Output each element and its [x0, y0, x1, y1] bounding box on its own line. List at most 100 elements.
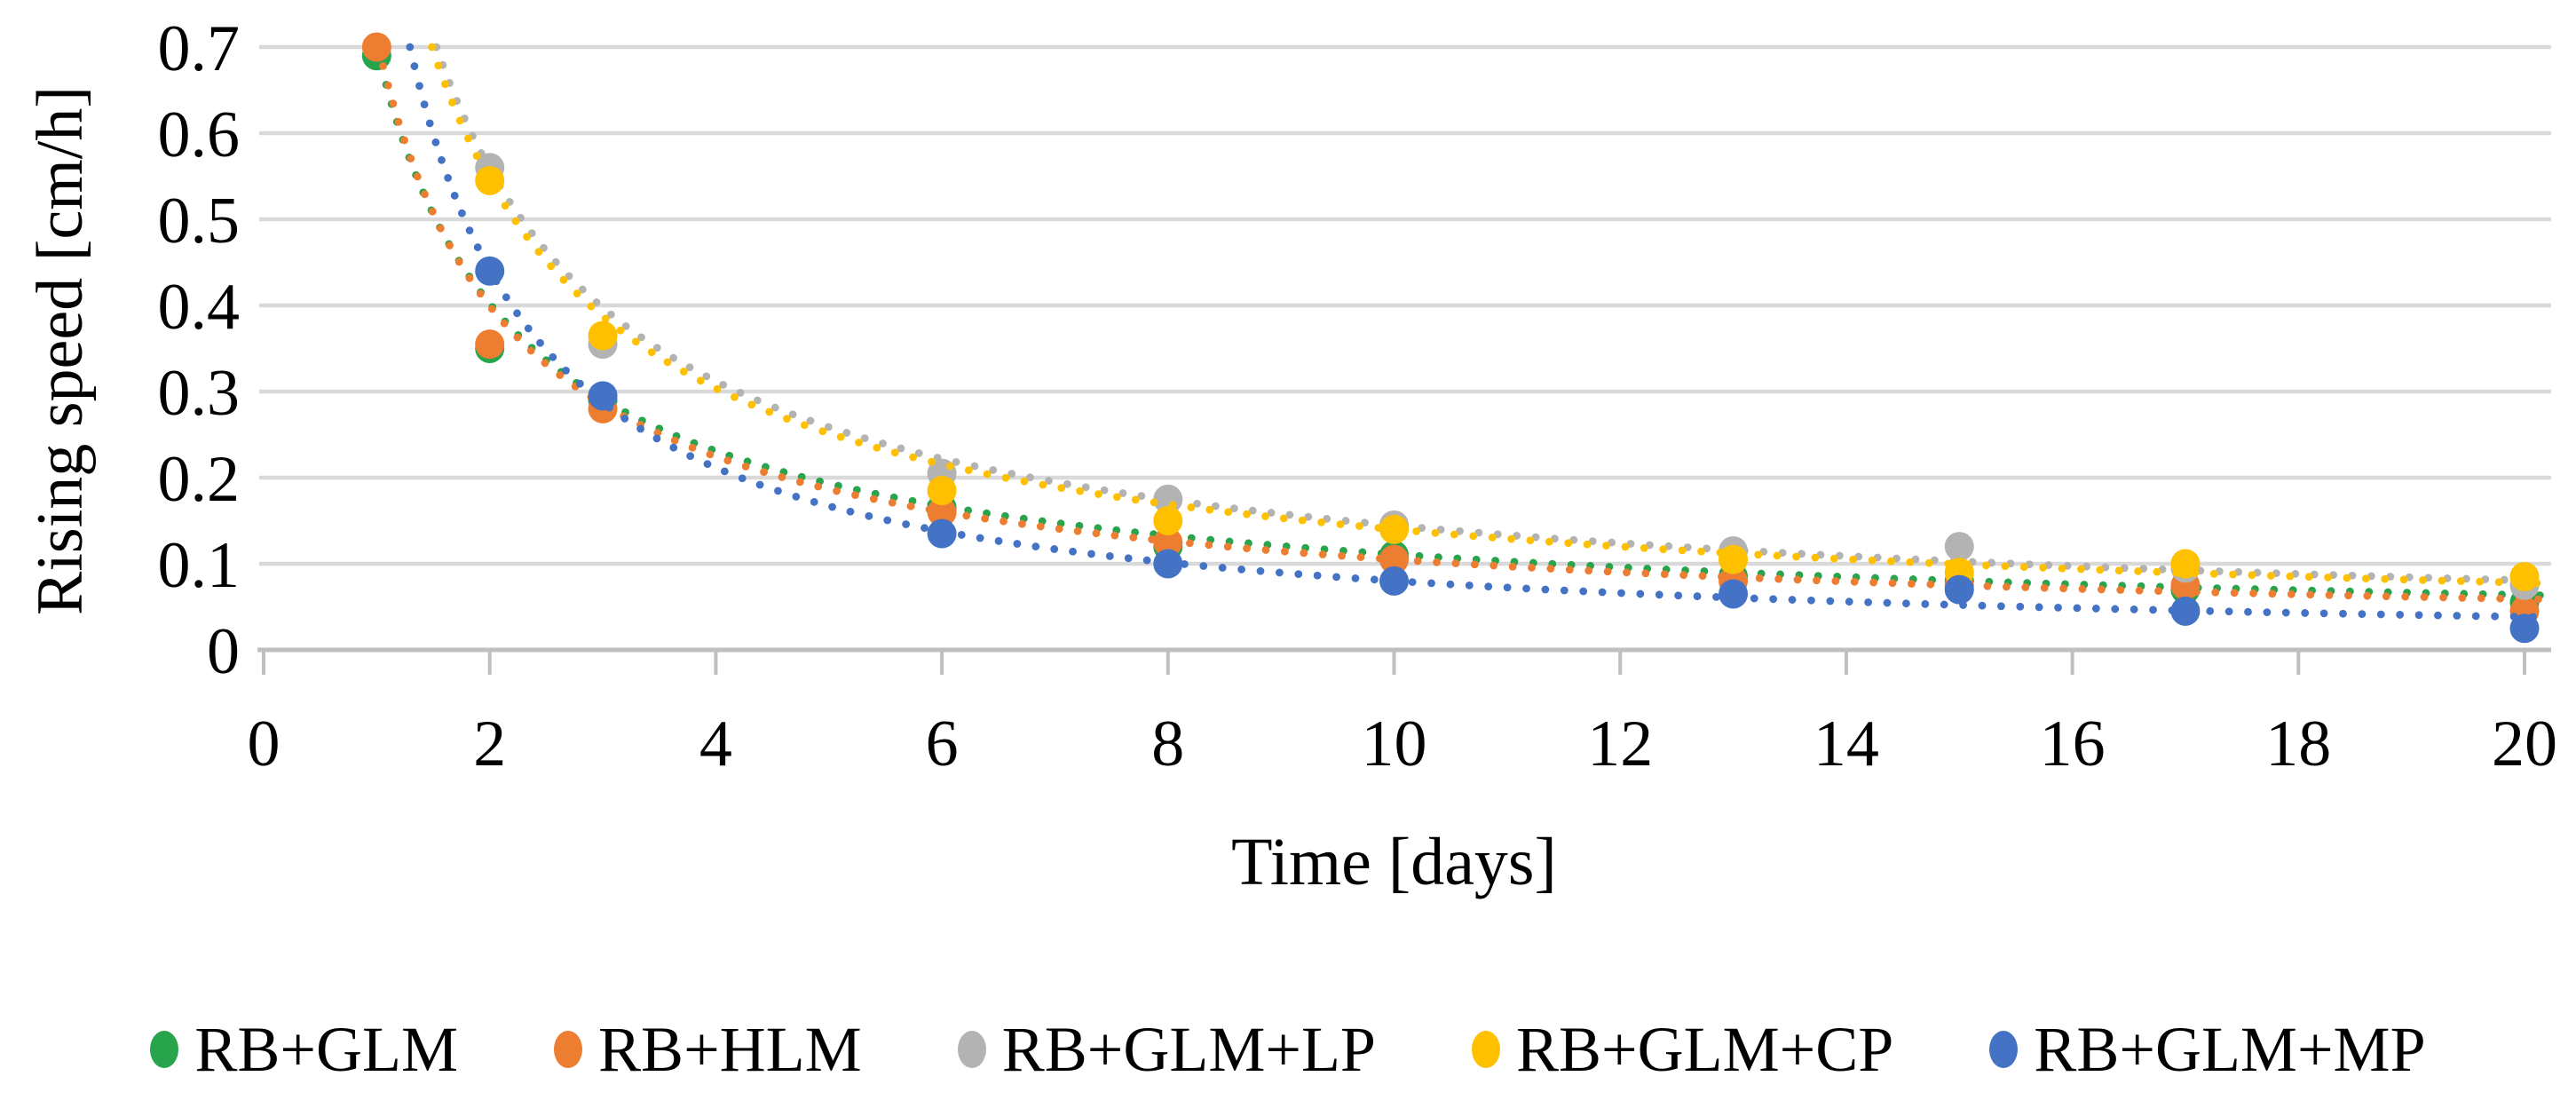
trend-dot — [792, 492, 801, 501]
trend-dot — [592, 298, 601, 306]
trend-dot — [1560, 586, 1569, 595]
series-RB+GLM+MP — [406, 43, 2540, 644]
trend-dot — [1081, 483, 1090, 492]
trend-dot — [2287, 590, 2295, 598]
trend-dot — [897, 444, 905, 453]
trend-dot — [1773, 551, 1782, 560]
trend-dot — [2471, 612, 2480, 621]
x-tick-label: 18 — [2265, 708, 2331, 780]
trend-dot — [2496, 594, 2505, 603]
trend-dot — [2266, 571, 2275, 580]
trend-dot — [1045, 477, 1053, 485]
legend-marker-icon — [957, 1031, 986, 1068]
trend-dot — [774, 487, 782, 495]
trend-dot — [573, 289, 581, 297]
trend-dot — [1792, 552, 1800, 561]
trend-dot — [2001, 562, 2010, 571]
trend-dot — [1470, 560, 1479, 569]
trend-dot — [1031, 542, 1040, 550]
trend-dot — [2091, 605, 2100, 613]
trend-dot — [438, 155, 446, 164]
trend-dot — [1508, 562, 1517, 571]
trend-dot — [1279, 514, 1288, 523]
trend-dot — [1294, 570, 1303, 579]
trend-dot — [428, 43, 437, 51]
trend-dot — [921, 524, 928, 533]
trend-dot — [1063, 479, 1071, 488]
series-RB+GLM+CP — [428, 43, 2541, 592]
trend-dot — [541, 359, 549, 368]
trend-dot — [556, 371, 565, 379]
y-tick-label: 0.1 — [158, 529, 241, 602]
trend-dot — [1304, 512, 1313, 521]
trend-dot — [2306, 590, 2315, 599]
trend-dot — [1131, 495, 1140, 504]
trend-dot — [1142, 556, 1151, 565]
trend-dot — [1413, 557, 1422, 566]
trend-dot — [425, 119, 434, 128]
trend-dot — [436, 224, 445, 233]
data-point-marker — [927, 497, 957, 527]
trend-dot — [502, 293, 510, 302]
trend-dot — [888, 498, 897, 507]
trend-dot — [513, 333, 522, 342]
trend-dot — [1769, 595, 1778, 604]
trend-dot — [1826, 597, 1835, 605]
trend-dot — [575, 379, 584, 388]
trend-dot — [513, 309, 521, 318]
trend-dot — [1223, 542, 1232, 551]
trend-dot — [1522, 584, 1530, 593]
y-axis-labels: 0 0.1 0.2 0.3 0.4 0.5 0.6 0.7 — [158, 12, 241, 688]
trend-dot — [1617, 589, 1625, 598]
trend-dot — [446, 241, 454, 249]
trend-dot — [455, 116, 464, 125]
trend-dot — [1073, 526, 1082, 535]
data-point-marker — [1944, 574, 1974, 605]
trend-dot — [2059, 584, 2067, 593]
x-tick-label: 8 — [1151, 708, 1184, 780]
trend-dot — [1488, 534, 1497, 542]
trend-dot — [1446, 580, 1455, 589]
legend-item-rb-glm-lp: RB+GLM+LP — [957, 1013, 1376, 1087]
trend-dot — [616, 326, 625, 335]
trend-dot — [2396, 611, 2405, 619]
trend-dot — [670, 436, 679, 445]
trend-dot — [2344, 591, 2352, 600]
trend-dot — [723, 456, 732, 465]
x-tick-label: 20 — [2492, 708, 2557, 780]
trend-dot — [833, 487, 841, 495]
trend-dot — [1755, 574, 1764, 582]
data-point-marker — [2509, 562, 2540, 592]
trend-dot — [465, 273, 474, 282]
trend-dot — [1829, 554, 1838, 563]
legend-item-rb-hlm: RB+HLM — [554, 1013, 862, 1087]
trend-dot — [454, 257, 463, 266]
trend-dot — [1205, 541, 1213, 550]
data-point-marker — [1153, 527, 1183, 558]
legend-item-rb-glm: RB+GLM — [150, 1013, 458, 1087]
trend-dot — [1118, 489, 1127, 497]
data-point-marker — [1719, 579, 1749, 609]
legend-item-rb-glm-mp: RB+GLM+MP — [1989, 1013, 2426, 1087]
trend-dot — [890, 448, 899, 457]
x-tick-label: 16 — [2040, 708, 2106, 780]
y-axis-title: Rising speed [cm/h] — [24, 86, 97, 616]
legend-marker-icon — [1471, 1031, 1500, 1068]
trend-dot — [1503, 583, 1512, 592]
trend-dot — [1275, 568, 1284, 577]
data-point-marker — [2170, 549, 2201, 579]
trend-dot — [706, 450, 715, 459]
trend-dot — [1356, 553, 1365, 561]
trend-dot — [1026, 473, 1034, 482]
trend-dot — [2494, 578, 2503, 587]
trend-dot — [2281, 608, 2290, 617]
trend-dot — [703, 460, 712, 469]
data-point-marker — [1153, 506, 1183, 535]
trend-dot — [1564, 539, 1573, 548]
trend-dot — [800, 421, 809, 430]
trend-dot — [1137, 492, 1146, 500]
trend-dot — [663, 358, 672, 367]
trend-dot — [1926, 580, 1935, 589]
trend-dot — [379, 61, 388, 70]
trend-dot — [1621, 542, 1630, 551]
